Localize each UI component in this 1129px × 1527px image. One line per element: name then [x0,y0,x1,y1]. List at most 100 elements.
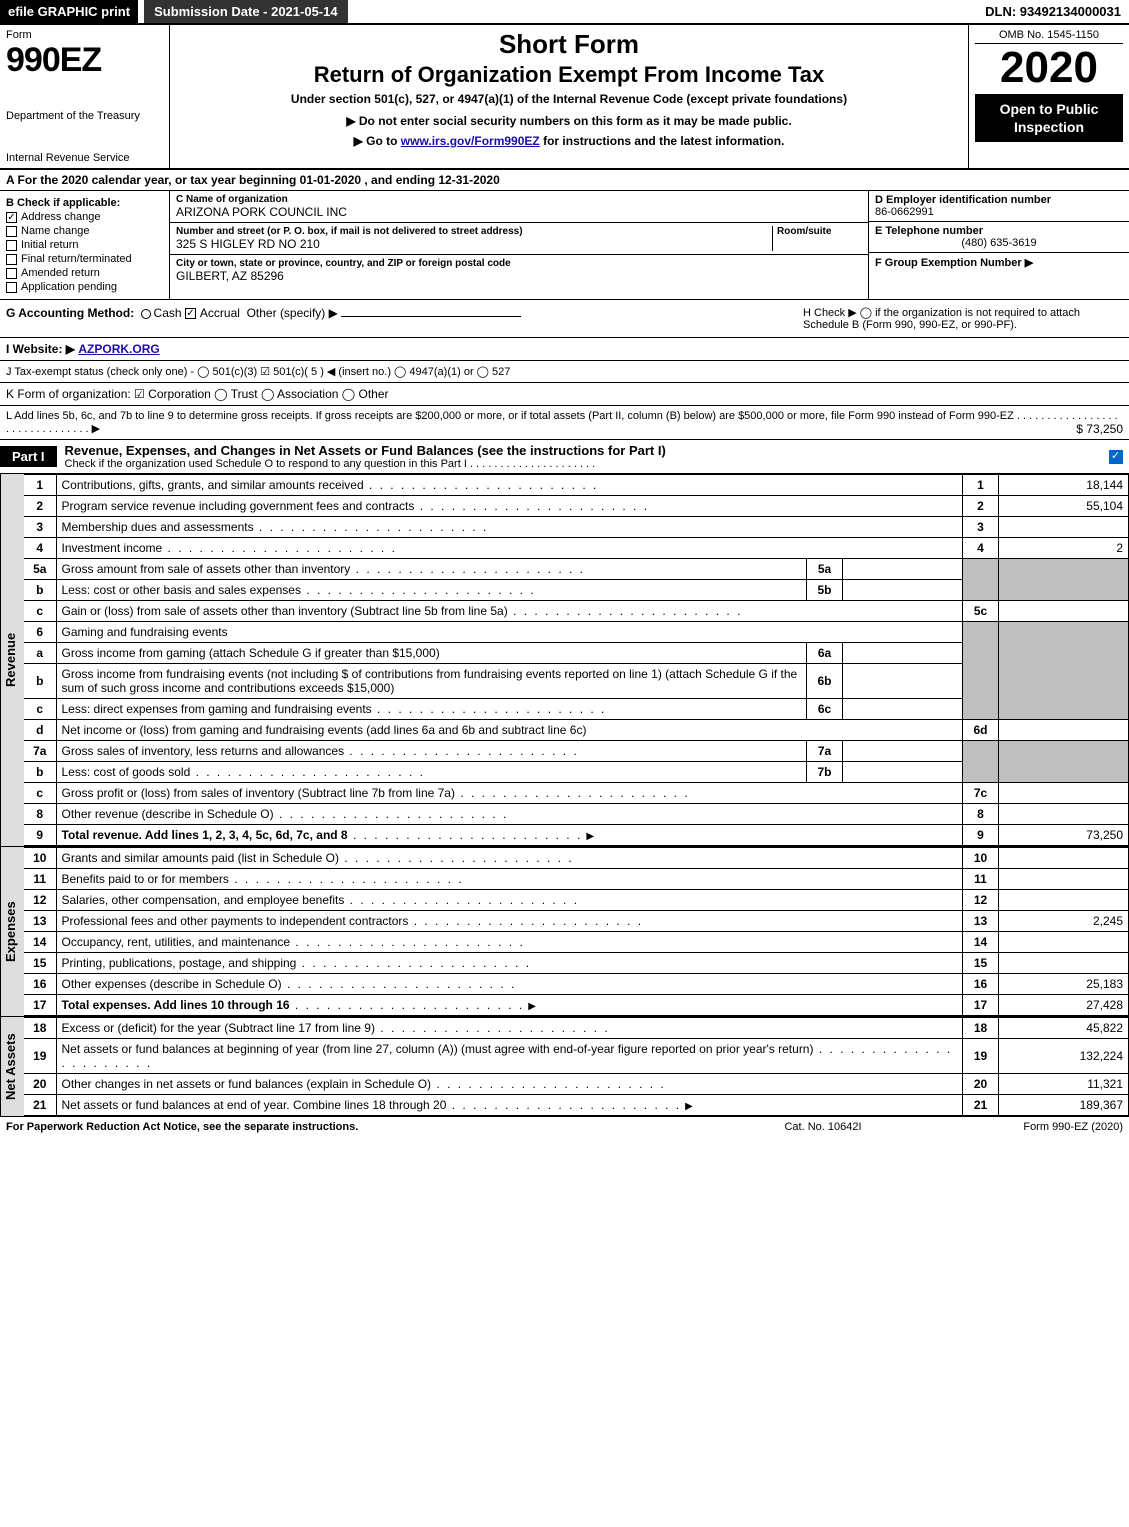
tax-year: 2020 [975,46,1123,90]
line-desc: Gross profit or (loss) from sales of inv… [56,783,963,804]
gray-cell [963,741,999,783]
efile-print-label[interactable]: efile GRAPHIC print [0,0,138,23]
line-no: 14 [24,932,56,953]
chk-label: Name change [21,225,90,237]
line-desc: Total revenue. Add lines 1, 2, 3, 4, 5c,… [56,825,963,846]
line-11: 11Benefits paid to or for members11 [24,869,1129,890]
inner-val [843,741,963,762]
irs-link[interactable]: www.irs.gov/Form990EZ [401,134,540,148]
box-c: C Name of organization ARIZONA PORK COUN… [170,191,869,299]
line-amount [999,720,1129,741]
line-16: 16Other expenses (describe in Schedule O… [24,974,1129,995]
line-desc: Professional fees and other payments to … [56,911,963,932]
group-exemption-label: F Group Exemption Number ▶ [875,257,1033,269]
line-ref: 7c [963,783,999,804]
info-grid: B Check if applicable: Address change Na… [0,191,1129,300]
radio-accrual[interactable] [185,308,196,319]
line-ref: 16 [963,974,999,995]
chk-address-change[interactable]: Address change [6,211,163,223]
radio-cash[interactable] [141,309,151,319]
line-no: 13 [24,911,56,932]
chk-initial-return[interactable]: Initial return [6,239,163,251]
chk-label: Final return/terminated [21,253,132,265]
short-form-title: Short Form [178,29,960,60]
line-ref: 5c [963,601,999,622]
line-amount: 27,428 [999,995,1129,1016]
arrow-icon [582,828,598,842]
line-no: 5a [24,559,56,580]
line-desc: Program service revenue including govern… [56,496,963,517]
chk-final-return[interactable]: Final return/terminated [6,253,163,265]
row-h: H Check ▶ ◯ if the organization is not r… [803,306,1123,331]
revenue-side-label: Revenue [0,474,24,846]
line-no: 3 [24,517,56,538]
inner-ref: 5b [807,580,843,601]
line-amount [999,953,1129,974]
line-ref: 17 [963,995,999,1016]
schedule-o-checkbox[interactable] [1109,450,1123,464]
line-no: 16 [24,974,56,995]
website-link[interactable]: AZPORK.ORG [78,342,159,356]
line-desc: Gross sales of inventory, less returns a… [56,741,807,762]
line-17-text: Total expenses. Add lines 10 through 16 [62,998,290,1012]
ssn-warning: ▶ Do not enter social security numbers o… [178,114,960,128]
form-number: 990EZ [6,41,163,80]
line-12: 12Salaries, other compensation, and empl… [24,890,1129,911]
chk-name-change[interactable]: Name change [6,225,163,237]
line-8: 8 Other revenue (describe in Schedule O)… [24,804,1129,825]
checkbox-icon [6,226,17,237]
line-amount: 2 [999,538,1129,559]
inner-val [843,664,963,699]
line-desc: Other changes in net assets or fund bala… [56,1074,963,1095]
chk-application-pending[interactable]: Application pending [6,281,163,293]
omb-number: OMB No. 1545-1150 [975,29,1123,44]
line-no: 21 [24,1095,56,1116]
line-3: 3 Membership dues and assessments 3 [24,517,1129,538]
line-no: 12 [24,890,56,911]
line-ref: 13 [963,911,999,932]
line-amount [999,517,1129,538]
open-public-inspection: Open to Public Inspection [975,94,1123,142]
line-desc: Grants and similar amounts paid (list in… [56,848,963,869]
line-desc: Benefits paid to or for members [56,869,963,890]
return-title: Return of Organization Exempt From Incom… [178,62,960,88]
net-assets-side-label: Net Assets [0,1017,24,1116]
row-l: L Add lines 5b, 6c, and 7b to line 9 to … [0,406,1129,440]
inner-ref: 7a [807,741,843,762]
line-ref: 8 [963,804,999,825]
row-k-form-org: K Form of organization: ☑ Corporation ◯ … [0,383,1129,406]
line-desc: Other revenue (describe in Schedule O) [56,804,963,825]
line-ref: 3 [963,517,999,538]
line-desc: Membership dues and assessments [56,517,963,538]
header-center: Short Form Return of Organization Exempt… [170,25,969,168]
line-21-text: Net assets or fund balances at end of ye… [62,1098,447,1112]
dept-treasury: Department of the Treasury [6,110,163,122]
line-no: c [24,699,56,720]
line-amount [999,848,1129,869]
net-assets-section: Net Assets 18Excess or (deficit) for the… [0,1017,1129,1117]
line-desc: Contributions, gifts, grants, and simila… [56,475,963,496]
inner-ref: 5a [807,559,843,580]
line-desc: Gain or (loss) from sale of assets other… [56,601,963,622]
chk-amended-return[interactable]: Amended return [6,267,163,279]
arrow-icon [681,1098,697,1112]
line-no: 1 [24,475,56,496]
inner-val [843,762,963,783]
line-amount [999,890,1129,911]
checkbox-icon [6,212,17,223]
line-ref: 4 [963,538,999,559]
line-14: 14Occupancy, rent, utilities, and mainte… [24,932,1129,953]
line-amount: 2,245 [999,911,1129,932]
part-i-subtitle: Check if the organization used Schedule … [65,458,1101,470]
line-no: 6 [24,622,56,643]
line-ref: 15 [963,953,999,974]
form-word: Form [6,29,163,41]
revenue-table: 1 Contributions, gifts, grants, and simi… [24,474,1129,846]
inner-ref: 6a [807,643,843,664]
other-specify-input[interactable] [341,316,521,317]
part-i-title-text: Revenue, Expenses, and Changes in Net As… [65,443,666,458]
line-18: 18Excess or (deficit) for the year (Subt… [24,1018,1129,1039]
line-no: 2 [24,496,56,517]
boxes-def: D Employer identification number 86-0662… [869,191,1129,299]
expenses-side-label: Expenses [0,847,24,1016]
